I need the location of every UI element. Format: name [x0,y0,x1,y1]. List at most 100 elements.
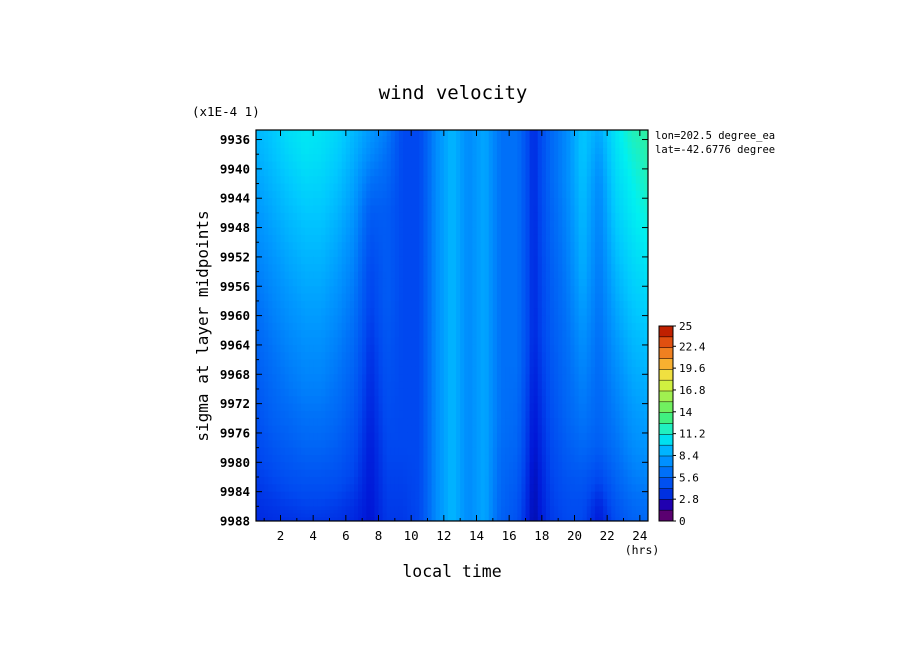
heatmap-cell [631,491,637,500]
heatmap-cell [566,264,572,273]
heatmap-cell [354,278,359,287]
heatmap-cell [472,315,478,324]
heatmap-cell [562,484,567,493]
heatmap-cell [292,264,298,273]
heatmap-cell [300,264,306,273]
heatmap-cell [447,454,453,463]
heatmap-cell [590,308,596,317]
heatmap-cell [431,242,437,251]
heatmap-cell [599,308,604,317]
heatmap-cell [358,190,363,199]
heatmap-cell [390,440,396,449]
heatmap-cell [603,154,608,163]
heatmap-cell [513,381,518,390]
heatmap-cell [260,366,265,375]
heatmap-cell [615,161,621,170]
heatmap-cell [305,366,310,375]
heatmap-cell [407,418,412,427]
heatmap-cell [305,142,310,149]
heatmap-cell [619,264,625,273]
heatmap-cell [374,352,380,361]
heatmap-cell [386,432,392,441]
heatmap-cell [603,142,608,149]
heatmap-cell [627,249,633,258]
heatmap-cell [529,388,535,397]
heatmap-cell [443,366,449,375]
heatmap-cell [562,366,567,375]
heatmap-cell [578,366,584,375]
heatmap-cell [464,410,469,419]
heatmap-cell [325,308,331,317]
heatmap-cell [545,498,551,507]
heatmap-cell [615,249,621,258]
heatmap-cell [325,388,331,397]
heatmap-cell [358,359,363,368]
heatmap-cell [325,410,331,419]
heatmap-cell [537,271,543,280]
heatmap-cell [582,330,588,339]
heatmap-cell [305,469,310,478]
heatmap-cell [533,168,539,177]
heatmap-cell [407,381,412,390]
heatmap-cell [541,418,547,427]
heatmap-cell [525,264,531,273]
heatmap-cell [264,322,269,331]
heatmap-cell [415,432,420,441]
heatmap-cell [525,374,531,383]
heatmap-cell [643,256,648,265]
heatmap-cell [403,447,408,456]
heatmap-cell [366,271,371,280]
heatmap-cell [574,205,580,214]
heatmap-cell [496,315,502,324]
heatmap-cell [305,234,310,243]
heatmap-cell [533,315,539,324]
heatmap-cell [284,491,290,500]
heatmap-cell [341,330,347,339]
heatmap-cell [415,344,420,353]
heatmap-cell [394,344,400,353]
heatmap-cell [305,256,310,265]
heatmap-cell [272,315,278,324]
heatmap-cell [635,130,641,137]
heatmap-cell [472,352,478,361]
heatmap-cell [264,205,269,214]
heatmap-cell [435,315,441,324]
heatmap-cell [439,469,445,478]
heatmap-cell [643,183,648,192]
heatmap-cell [419,498,425,507]
heatmap-cell [586,337,592,346]
heatmap-cell [427,148,433,155]
heatmap-cell [558,498,563,507]
heatmap-cell [362,366,367,375]
heatmap-cell [358,454,363,463]
heatmap-cell [431,330,437,339]
heatmap-cell [643,205,648,214]
heatmap-cell [264,462,269,471]
heatmap-cell [472,374,478,383]
heatmap-cell [484,190,490,199]
heatmap-cell [464,476,469,485]
heatmap-cell [439,388,445,397]
heatmap-cell [268,359,273,368]
heatmap-cell [439,352,445,361]
heatmap-cell [260,264,265,273]
heatmap-cell [607,366,612,375]
heatmap-cell [264,227,269,236]
heatmap-cell [541,330,547,339]
heatmap-cell [329,205,335,214]
heatmap-cell [415,418,420,427]
heatmap-cell [541,212,547,221]
heatmap-cell [488,148,494,155]
heatmap-cell [313,352,318,361]
heatmap-cell [550,374,555,383]
heatmap-cell [374,293,380,302]
heatmap-cell [582,142,588,149]
heatmap-cell [472,300,478,309]
heatmap-cell [443,322,449,331]
heatmap-cell [513,176,518,185]
heatmap-cell [574,396,580,405]
heatmap-cell [541,249,547,258]
heatmap-cell [505,168,510,177]
heatmap-cell [341,432,347,441]
heatmap-cell [545,212,551,221]
